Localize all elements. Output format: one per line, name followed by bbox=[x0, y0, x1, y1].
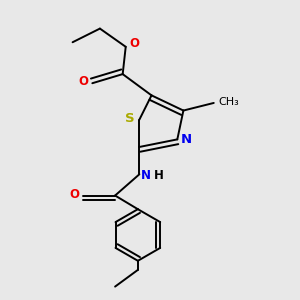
Text: CH₃: CH₃ bbox=[218, 97, 239, 107]
Text: N: N bbox=[140, 169, 150, 182]
Text: O: O bbox=[69, 188, 79, 200]
Text: N: N bbox=[180, 134, 191, 146]
Text: O: O bbox=[78, 75, 88, 88]
Text: H: H bbox=[154, 169, 164, 182]
Text: S: S bbox=[125, 112, 134, 124]
Text: O: O bbox=[129, 37, 139, 50]
